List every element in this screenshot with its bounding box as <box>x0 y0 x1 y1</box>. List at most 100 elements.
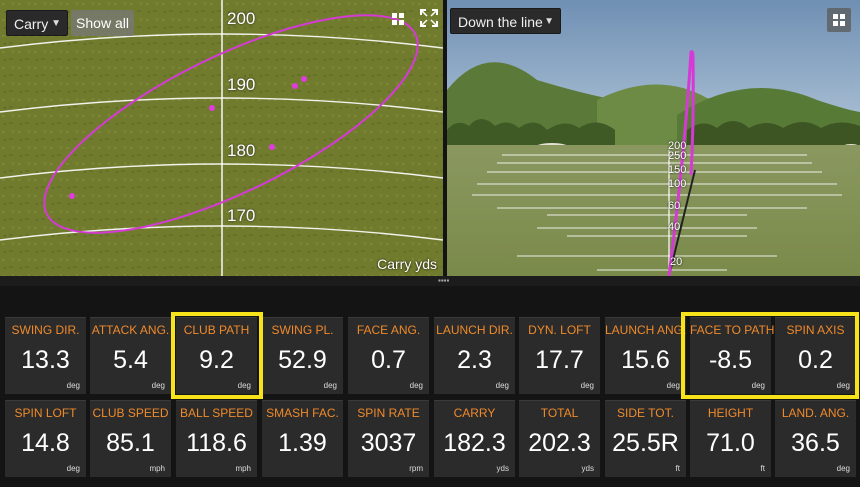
metric-unit: yds <box>581 464 594 473</box>
metric-label: BALL SPEED <box>180 406 253 420</box>
metric-tile-carry[interactable]: CARRY 182.3 yds <box>434 400 515 477</box>
metric-value: 17.7 <box>535 346 584 374</box>
metric-unit: yds <box>496 464 509 473</box>
metric-label: SWING PL. <box>271 323 334 337</box>
metric-tile-attack-ang[interactable]: ATTACK ANG. 5.4 deg <box>90 317 171 394</box>
metric-label: TOTAL <box>540 406 579 420</box>
metric-label: SPIN AXIS <box>786 323 845 337</box>
carry-dropdown-value: Carry <box>14 16 49 32</box>
metric-unit: mph <box>235 464 251 473</box>
panel-resize-divider[interactable]: ▪▪▪▪ <box>0 276 860 286</box>
metric-unit: rpm <box>409 464 423 473</box>
metric-label: CLUB PATH <box>183 323 250 337</box>
metric-value: 202.3 <box>528 429 591 457</box>
metric-label: SMASH FAC. <box>266 406 339 420</box>
distance-label-200: 200 <box>227 9 256 28</box>
grid-icon <box>392 13 404 25</box>
metric-label: LAUNCH ANG. <box>605 323 687 337</box>
shot-point <box>69 193 75 199</box>
metric-label: FACE TO PATH <box>690 323 775 337</box>
metric-tile-spin-rate[interactable]: SPIN RATE 3037 rpm <box>348 400 429 477</box>
metric-tile-smash-fac[interactable]: SMASH FAC. 1.39 <box>262 400 343 477</box>
metrics-grid: SWING DIR. 13.3 deg ATTACK ANG. 5.4 deg CLUB P… <box>0 312 860 487</box>
metric-value: 25.5R <box>612 429 679 457</box>
metric-tile-club-path[interactable]: CLUB PATH 9.2 deg <box>176 317 257 394</box>
view-dropdown-value: Down the line <box>458 14 543 30</box>
drag-handle-icon: ▪▪▪▪ <box>438 276 450 285</box>
metric-label: LAND. ANG. <box>781 406 850 420</box>
metric-tile-spin-loft[interactable]: SPIN LOFT 14.8 deg <box>5 400 86 477</box>
show-all-button[interactable]: Show all <box>71 10 134 36</box>
metric-label: SIDE TOT. <box>617 406 674 420</box>
metric-label: ATTACK ANG. <box>91 323 170 337</box>
metric-unit: deg <box>836 381 850 390</box>
metric-label: SPIN LOFT <box>14 406 77 420</box>
metric-value: 182.3 <box>443 429 506 457</box>
metric-label: HEIGHT <box>707 406 754 420</box>
metric-unit: deg <box>323 381 337 390</box>
metric-value: 3037 <box>360 429 417 457</box>
grid-view-button[interactable] <box>386 7 410 31</box>
metric-tile-dyn-loft[interactable]: DYN. LOFT 17.7 deg <box>519 317 600 394</box>
expand-button[interactable] <box>417 6 441 30</box>
metric-value: 71.0 <box>706 429 755 457</box>
carry-metric-dropdown[interactable]: Carry ▼ <box>6 10 68 36</box>
dtl-label-100: 100 <box>668 178 687 190</box>
metric-value: 14.8 <box>21 429 70 457</box>
metric-tile-total[interactable]: TOTAL 202.3 yds <box>519 400 600 477</box>
chevron-down-icon: ▼ <box>544 16 554 27</box>
metric-unit: ft <box>760 464 765 473</box>
metric-unit: deg <box>237 381 251 390</box>
dtl-label-250: 250 <box>668 150 687 162</box>
distance-label-180: 180 <box>227 141 256 160</box>
metric-value: -8.5 <box>708 346 753 374</box>
metric-tile-face-to-path[interactable]: FACE TO PATH -8.5 deg <box>690 317 775 394</box>
metric-label: CLUB SPEED <box>92 406 169 420</box>
metric-label: SPIN RATE <box>357 406 420 420</box>
metric-value: 2.3 <box>457 346 492 374</box>
metric-tile-land-ang[interactable]: LAND. ANG. 36.5 deg <box>775 400 856 477</box>
metric-tile-spin-axis[interactable]: SPIN AXIS 0.2 deg <box>775 317 856 394</box>
metric-tile-side-tot[interactable]: SIDE TOT. 25.5R ft <box>605 400 686 477</box>
metric-tile-launch-dir[interactable]: LAUNCH DIR. 2.3 deg <box>434 317 515 394</box>
metric-value: 15.6 <box>621 346 670 374</box>
metric-unit: deg <box>751 381 765 390</box>
dispersion-ellipse <box>43 14 419 234</box>
grid-view-button[interactable] <box>827 8 851 32</box>
metric-unit: deg <box>66 464 80 473</box>
down-the-line-canvas <box>447 0 860 276</box>
metric-value: 0.7 <box>371 346 406 374</box>
carry-axis-caption: Carry yds <box>377 256 437 272</box>
metric-tile-launch-ang[interactable]: LAUNCH ANG. 15.6 deg <box>605 317 686 394</box>
metric-value: 1.39 <box>278 429 327 457</box>
metric-unit: deg <box>151 381 165 390</box>
dtl-label-40: 40 <box>668 221 681 233</box>
metric-tile-club-speed[interactable]: CLUB SPEED 85.1 mph <box>90 400 171 477</box>
metric-value: 118.6 <box>186 429 247 457</box>
metric-tile-ball-speed[interactable]: BALL SPEED 118.6 mph <box>176 400 257 477</box>
metric-value: 9.2 <box>199 346 234 374</box>
metric-tile-face-ang[interactable]: FACE ANG. 0.7 deg <box>348 317 429 394</box>
shot-point <box>301 76 307 82</box>
metric-label: DYN. LOFT <box>528 323 591 337</box>
metric-label: SWING DIR. <box>11 323 80 337</box>
grid-icon <box>833 14 845 26</box>
metric-value: 0.2 <box>798 346 833 374</box>
metric-value: 52.9 <box>278 346 327 374</box>
down-the-line-view[interactable]: 200 250 150 100 60 40 20 Down the line ▼ <box>447 0 860 276</box>
shot-point <box>269 144 275 150</box>
metric-tile-height[interactable]: HEIGHT 71.0 ft <box>690 400 771 477</box>
metric-unit: deg <box>836 464 850 473</box>
metric-value: 85.1 <box>106 429 155 457</box>
metric-label: LAUNCH DIR. <box>436 323 513 337</box>
distance-label-190: 190 <box>227 75 256 94</box>
shot-point <box>209 105 215 111</box>
dtl-label-20: 20 <box>670 256 683 268</box>
metric-label: CARRY <box>453 406 496 420</box>
metric-tile-swing-dir[interactable]: SWING DIR. 13.3 deg <box>5 317 86 394</box>
metric-tile-swing-pl[interactable]: SWING PL. 52.9 deg <box>262 317 343 394</box>
carry-dispersion-canvas <box>0 0 443 276</box>
carry-dispersion-view[interactable]: 200 190 180 170 Carry ▼ Show all Carry y… <box>0 0 443 276</box>
view-dropdown[interactable]: Down the line ▼ <box>450 8 561 34</box>
metric-unit: deg <box>66 381 80 390</box>
